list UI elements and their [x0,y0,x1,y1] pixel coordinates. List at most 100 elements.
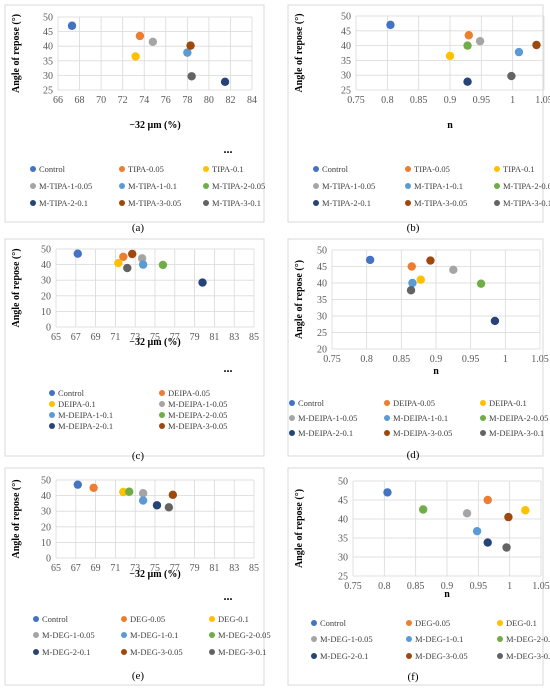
y-tick-label: 10 [41,307,51,318]
y-axis-title: Angle of repose (°) [294,13,305,92]
legend-marker [203,200,209,206]
legend-marker [159,390,165,396]
legend-entry: M-DEIPA-1-0.05 [298,413,357,423]
legend-marker [405,166,411,172]
legend-entry: DEG-0.1 [218,614,249,624]
data-point-m-deipa-3-0.05 [128,249,137,259]
legend-entry: DEIPA-0.1 [489,398,527,408]
x-tick-label: 77 [170,332,180,343]
y-tick-label: 30 [41,276,51,287]
legend-entry: DEIPA-0.05 [393,398,435,408]
legend-marker [384,430,390,436]
legend-marker [289,415,295,421]
legend-marker [480,415,486,421]
y-tick-label: 25 [317,328,327,339]
legend-entry: M-TIPA-2-0.1 [39,198,88,208]
legend-marker [497,636,503,642]
legend-entry: Control [322,164,349,174]
y-tick-label: 45 [341,26,351,37]
legend-entry: M-DEG-2-0.1 [42,647,90,657]
x-tick-label: 77 [170,563,180,574]
panel-d: 20 25 30 35 40 45 50 0.75 0.8 0.85 0.9 0.95 1 1.05 Ang… [287,238,549,461]
y-tick-label: 40 [338,515,348,526]
data-point-control [383,488,392,497]
data-point-m-tipa-2-0.05 [463,41,472,50]
panel-label: (b) [407,222,420,234]
data-point-deipa-0.1 [114,258,123,268]
legend-marker [49,401,55,407]
x-axis-title: n [433,366,439,377]
x-tick-label: 1 [503,354,508,365]
legend-entry: M-TIPA-1-0.1 [128,181,177,191]
legend-entry: M-DEG-2-0.05 [506,634,550,644]
data-point-m-tipa-3-0.1 [507,71,516,81]
legend-marker [159,423,165,429]
y-tick-label: 20 [41,522,51,533]
x-tick-label: 83 [229,332,239,343]
legend-entry: M-DEG-3-0.1 [506,651,550,661]
legend-entry: M-DEG-3-0.1 [218,647,266,657]
x-axis-title: −32 µm (%) [129,120,180,131]
panel-frame [4,4,265,223]
legend-entry: M-TIPA-1-0.05 [322,181,375,191]
data-point-m-deipa-1-0.1 [138,260,148,269]
x-tick-label: 78 [182,95,192,106]
y-tick-label: 30 [41,507,51,518]
data-point-m-deipa-3-0.1 [123,263,132,273]
data-point-m-tipa-3-0.05 [532,40,541,50]
legend-entry: Control [42,614,69,624]
panel-f: 25 30 35 40 45 50 0.75 0.8 0.85 0.9 0.95 1 1.05 Angle… [287,467,550,686]
legend-marker [209,649,215,655]
panel-a: 25 30 35 40 45 50 66 68 70 72 74 76 78 80 82 84 Angle of… [4,4,265,234]
data-point-m-deg-1-0.05 [138,489,148,498]
x-tick-label: 0.85 [407,581,425,592]
panel-frame [287,4,544,223]
legend-entry: M-DEIPA-3-0.05 [168,421,227,431]
legend-entry: M-DEIPA-2-0.05 [168,410,227,420]
legend-marker [406,620,412,626]
y-axis-title: Angle of repose (°) [11,14,22,93]
legend-entry: Control [39,164,66,174]
data-point-deg-0.1 [119,487,128,497]
data-point-m-tipa-1-0.05 [475,36,485,46]
data-point-control [365,255,375,265]
x-tick-label: 70 [96,95,106,106]
y-tick-label: 50 [43,13,53,24]
panel-label: (c) [132,450,145,462]
legend-entry: DEIPA-0.05 [168,388,210,398]
legend-entry: M-DEIPA-1-0.1 [58,410,113,420]
y-tick-label: 35 [341,56,351,67]
y-tick-label: 25 [338,572,348,583]
legend-marker [159,412,165,418]
legend-entry: M-DEIPA-3-0.05 [393,428,452,438]
legend-marker [311,636,317,642]
legend-marker [289,430,295,436]
panel-label: (a) [132,222,145,234]
x-axis-title: n [447,120,453,131]
data-point-control [67,21,77,30]
data-point-m-tipa-2-0.1 [220,77,230,87]
x-tick-label: 0.8 [378,581,391,592]
legend-entry: M-DEG-3-0.05 [415,651,468,661]
data-point-m-deg-2-0.05 [125,487,134,496]
y-tick-label: 0 [46,554,51,565]
panel-frame [4,238,265,457]
y-tick-label: 25 [43,86,53,97]
x-tick-label: 85 [249,563,259,574]
panel-b: 25 30 35 40 45 50 0.75 0.8 0.85 0.9 0.95 1 1.05 Angle… [287,4,550,234]
legend-marker [384,400,390,406]
x-tick-label: 1 [510,95,515,106]
x-tick-label: 82 [225,95,235,106]
legend-marker [119,166,125,172]
x-tick-label: 79 [190,563,200,574]
legend-marker [494,166,500,172]
x-tick-label: 81 [209,563,219,574]
x-tick-label: 76 [161,95,171,106]
y-tick-label: 45 [338,496,348,507]
legend-entry: M-TIPA-3-0.1 [503,198,550,208]
data-point-m-deg-3-0.1 [502,543,511,552]
legend-entry: Control [58,388,85,398]
legend-entry: TIPA-0.1 [503,164,535,174]
x-tick-label: 72 [118,95,128,106]
